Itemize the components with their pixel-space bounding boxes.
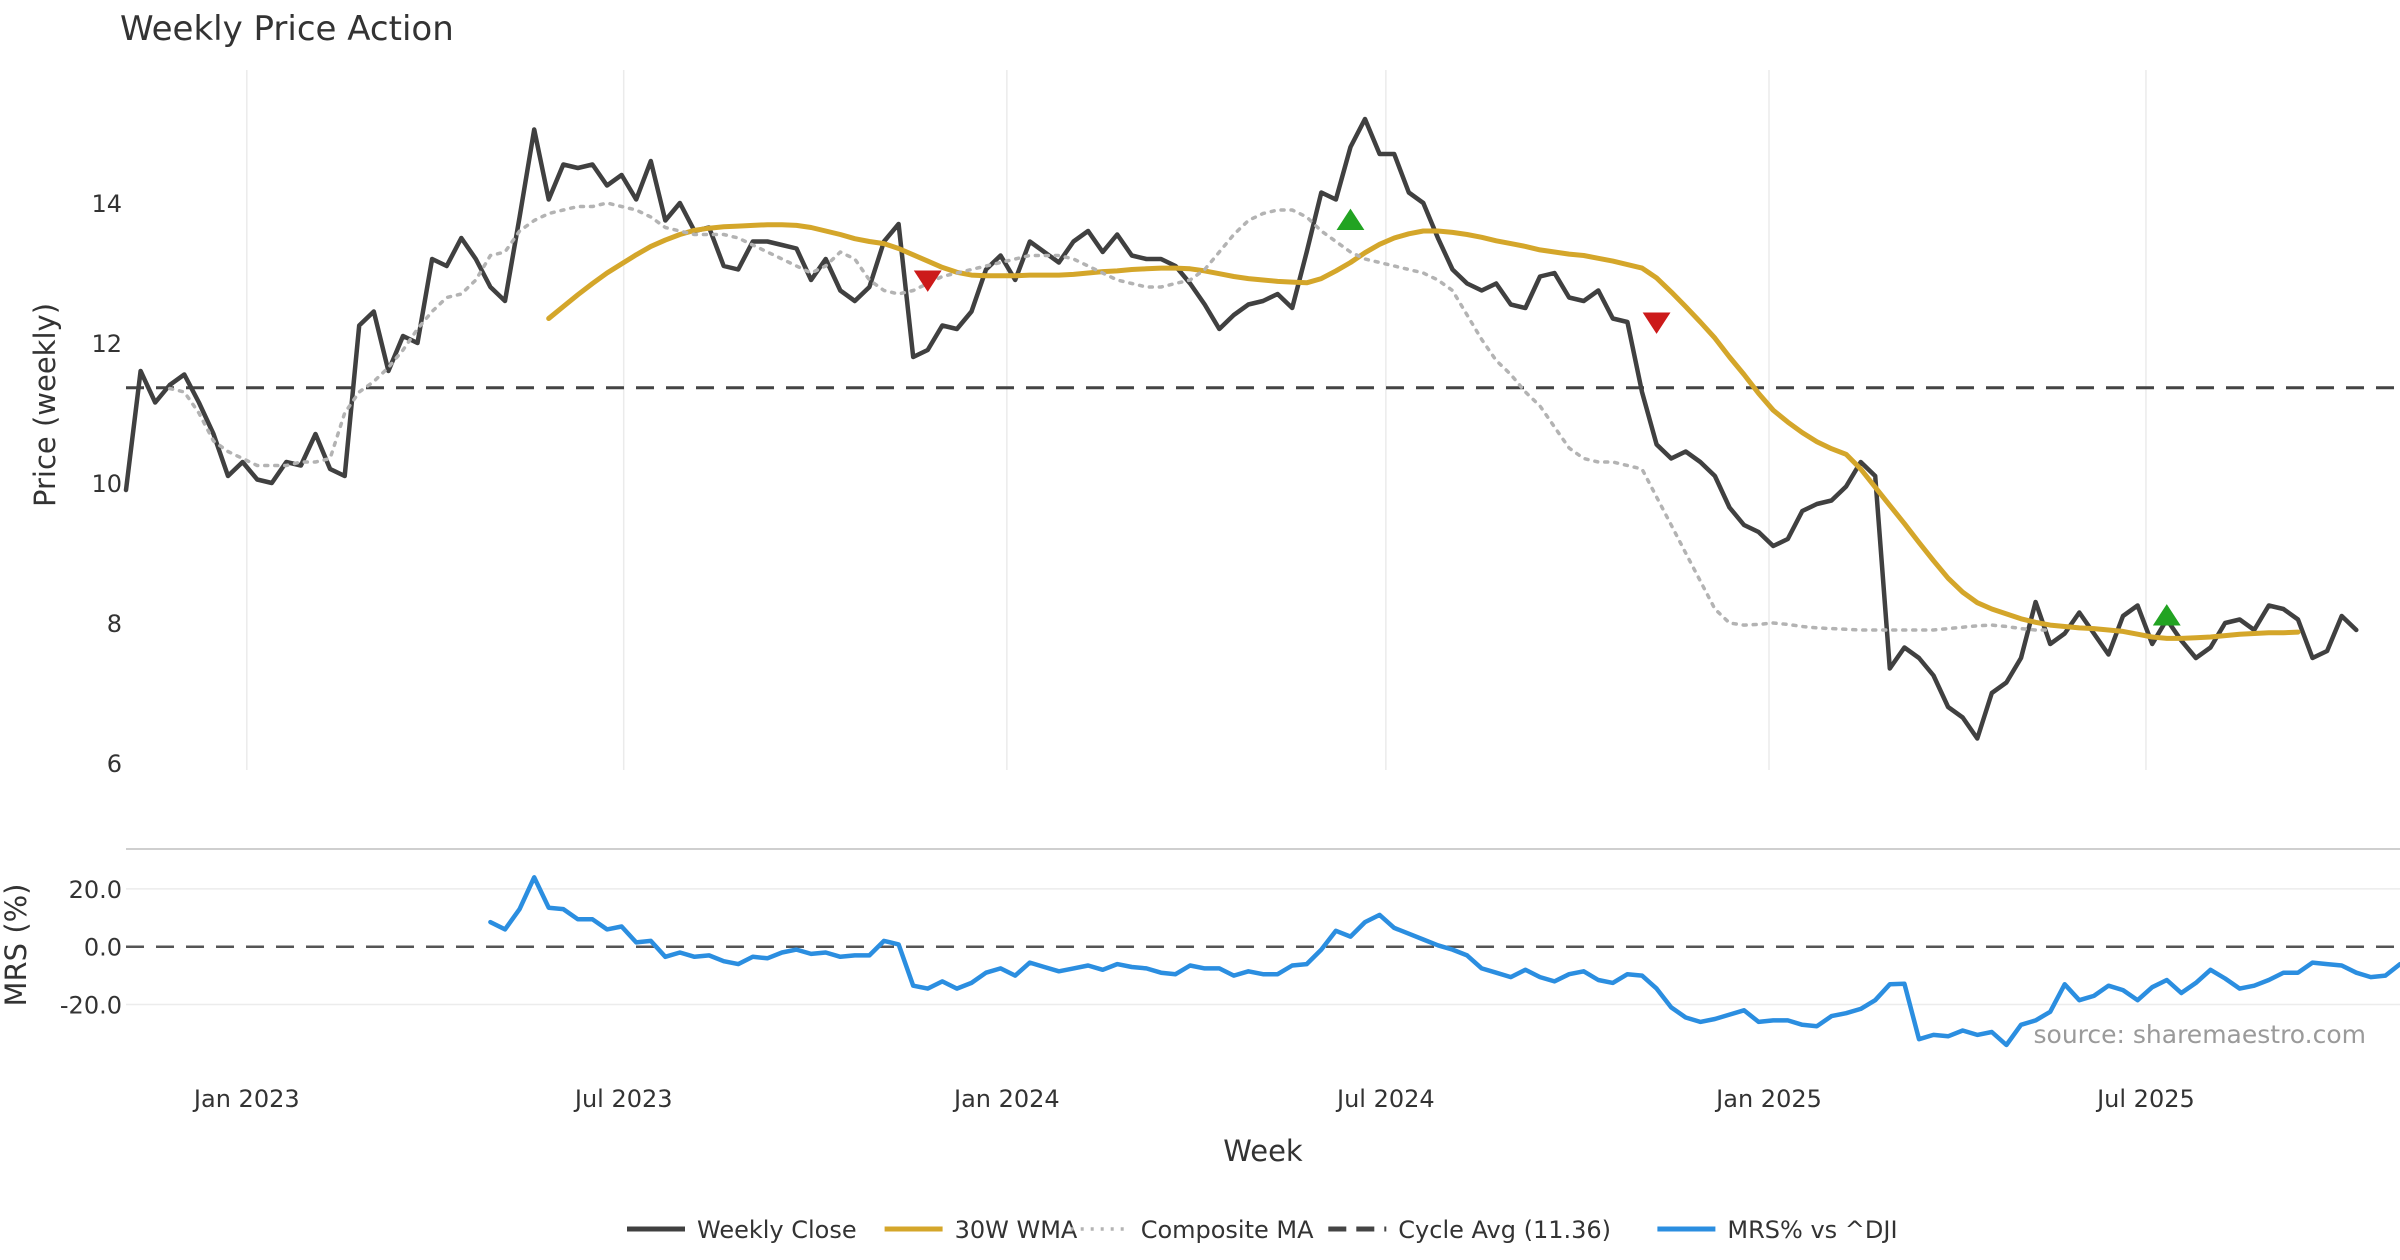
- x-tick-label: Jul 2023: [573, 1085, 673, 1113]
- sub-gridlines: [126, 888, 2400, 1006]
- x-tick-label: Jan 2024: [952, 1085, 1060, 1113]
- buy-signal-marker: [2152, 604, 2181, 626]
- price-y-tick-label: 10: [91, 470, 122, 498]
- mrs-series-line: [488, 875, 2400, 1048]
- legend-label: 30W WMA: [955, 1216, 1078, 1244]
- sell-signal-marker: [913, 270, 942, 292]
- y-axis-label: Price (weekly): [28, 303, 62, 507]
- main-gridlines: [246, 70, 2147, 770]
- buy-signal-marker: [1336, 208, 1365, 230]
- legend: Weekly Close 30W WMA Composite MA Cycle Avg…: [627, 1216, 1898, 1244]
- x-ticks: Jan 2023 Jul 2023 Jan 2024 Jul 2024 Jan 2025…: [192, 1085, 2195, 1113]
- mrs-y-tick-label: 20.0: [69, 876, 122, 904]
- series-line-0: [123, 116, 2359, 741]
- x-tick-label: Jul 2025: [2095, 1085, 2195, 1113]
- x-tick-label: Jan 2023: [192, 1085, 300, 1113]
- reference-lines: [126, 386, 2400, 948]
- mrs-axis-label: MRS (%): [0, 884, 33, 1007]
- mrs-y-tick-label: -20.0: [60, 992, 122, 1020]
- price-y-tick-label: 6: [107, 750, 122, 778]
- source-watermark: source: sharemaestro.com: [2034, 1020, 2367, 1049]
- price-y-tick-label: 12: [91, 330, 122, 358]
- price-y-ticks: 6 8 10 12 14: [91, 190, 122, 778]
- series-line-1: [546, 222, 2301, 641]
- mrs-y-tick-label: 0.0: [84, 934, 122, 962]
- legend-label: Composite MA: [1141, 1216, 1314, 1244]
- price-y-tick-label: 8: [107, 610, 122, 638]
- sell-signal-marker: [1642, 312, 1671, 334]
- signal-markers: [913, 208, 2181, 626]
- legend-label: MRS% vs ^DJI: [1727, 1216, 1897, 1244]
- price-y-tick-label: 14: [91, 190, 122, 218]
- x-tick-label: Jul 2024: [1335, 1085, 1435, 1113]
- legend-label: Cycle Avg (11.36): [1398, 1216, 1611, 1244]
- series-layer: [123, 116, 2400, 1048]
- series-line-2: [167, 201, 2052, 632]
- chart-title: Weekly Price Action: [120, 9, 454, 49]
- x-axis-label: Week: [1223, 1134, 1303, 1168]
- mrs-y-ticks: 20.0 0.0 -20.0: [60, 876, 122, 1020]
- x-tick-label: Jan 2025: [1714, 1085, 1822, 1113]
- legend-label: Weekly Close: [697, 1216, 857, 1244]
